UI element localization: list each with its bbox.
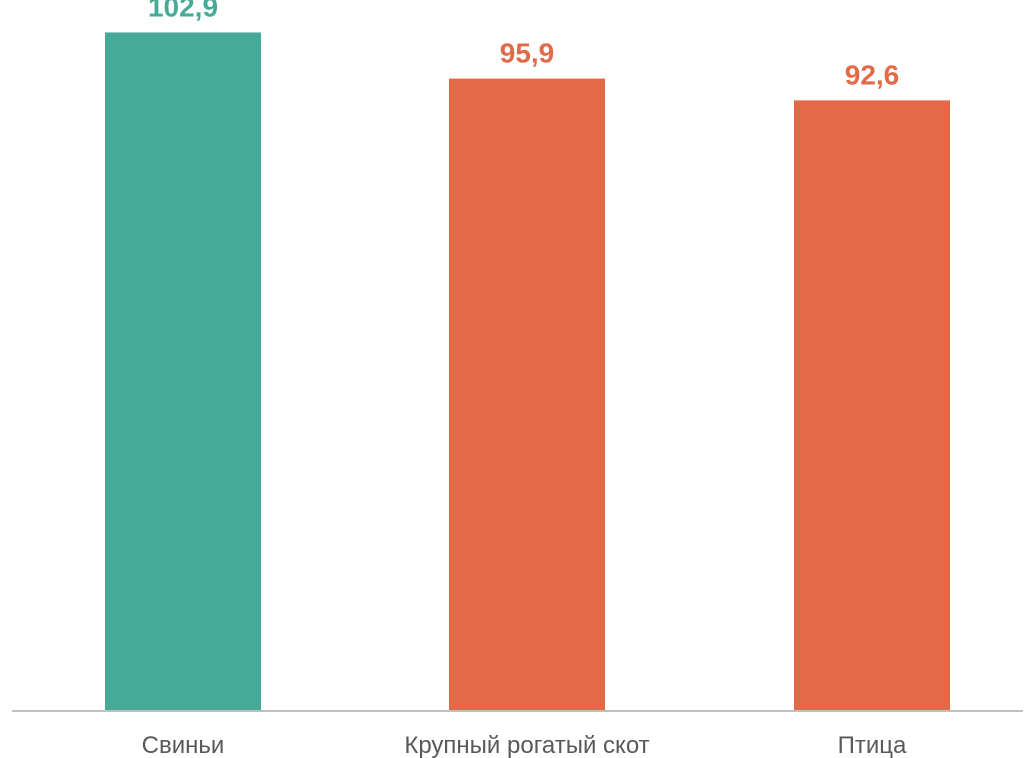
category-labels-group: Свиньи Крупный рогатый скот Птица: [142, 732, 907, 758]
bar-2: [449, 78, 605, 711]
category-label-3: Птица: [838, 732, 907, 758]
value-labels-group: 102,9 95,9 92,6: [148, 0, 899, 90]
bar-3: [794, 100, 950, 712]
bars-group: [105, 32, 950, 712]
data-label-1: 102,9: [148, 0, 218, 22]
category-label-2: Крупный рогатый скот: [404, 732, 649, 758]
data-label-2: 95,9: [500, 38, 555, 69]
category-label-1: Свиньи: [142, 732, 225, 758]
data-label-3: 92,6: [845, 59, 900, 90]
bar-1: [105, 32, 261, 712]
